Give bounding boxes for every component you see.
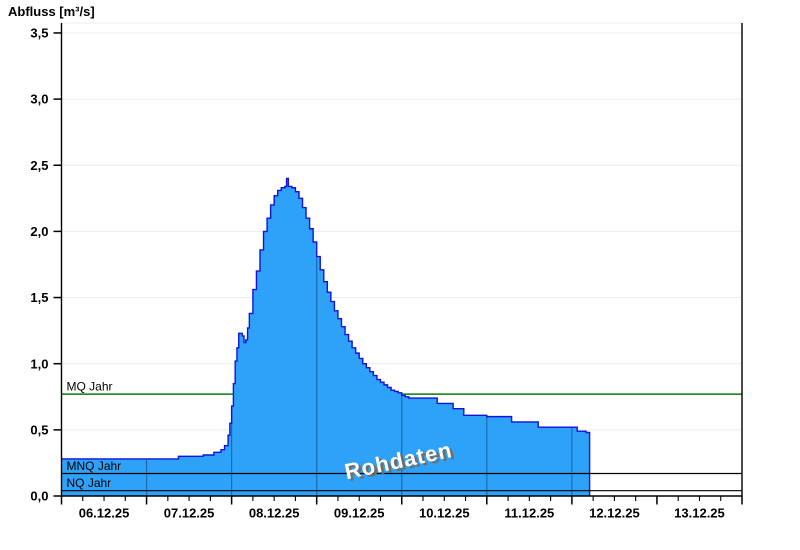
x-tick-label: 10.12.25 [419, 506, 470, 521]
y-tick-label: 2,5 [30, 158, 48, 173]
x-tick-label: 06.12.25 [79, 506, 130, 521]
y-tick-label: 1,0 [30, 356, 48, 371]
y-tick-label: 2,0 [30, 224, 48, 239]
x-tick-label: 09.12.25 [334, 506, 385, 521]
reference-line-label: NQ Jahr [67, 476, 112, 490]
y-tick-label: 1,5 [30, 290, 48, 305]
day-boundary-lines [145, 178, 573, 496]
x-tick-label: 08.12.25 [249, 506, 300, 521]
y-tick-label: 3,0 [30, 92, 48, 107]
x-tick-label: 13.12.25 [674, 506, 725, 521]
reference-line-label: MQ Jahr [67, 380, 113, 394]
x-tick-label: 12.12.25 [589, 506, 640, 521]
chart-title: Abfluss [m³/s] [8, 4, 95, 19]
x-tick-label: 11.12.25 [504, 506, 554, 521]
reference-line-label: MNQ Jahr [67, 459, 122, 473]
x-tick-label: 07.12.25 [164, 506, 215, 521]
discharge-area [61, 178, 590, 497]
y-tick-label: 0,5 [30, 422, 48, 437]
y-tick-label: 3,5 [30, 26, 48, 41]
y-tick-label: 0,0 [30, 489, 48, 504]
discharge-area-outline [61, 177, 591, 496]
